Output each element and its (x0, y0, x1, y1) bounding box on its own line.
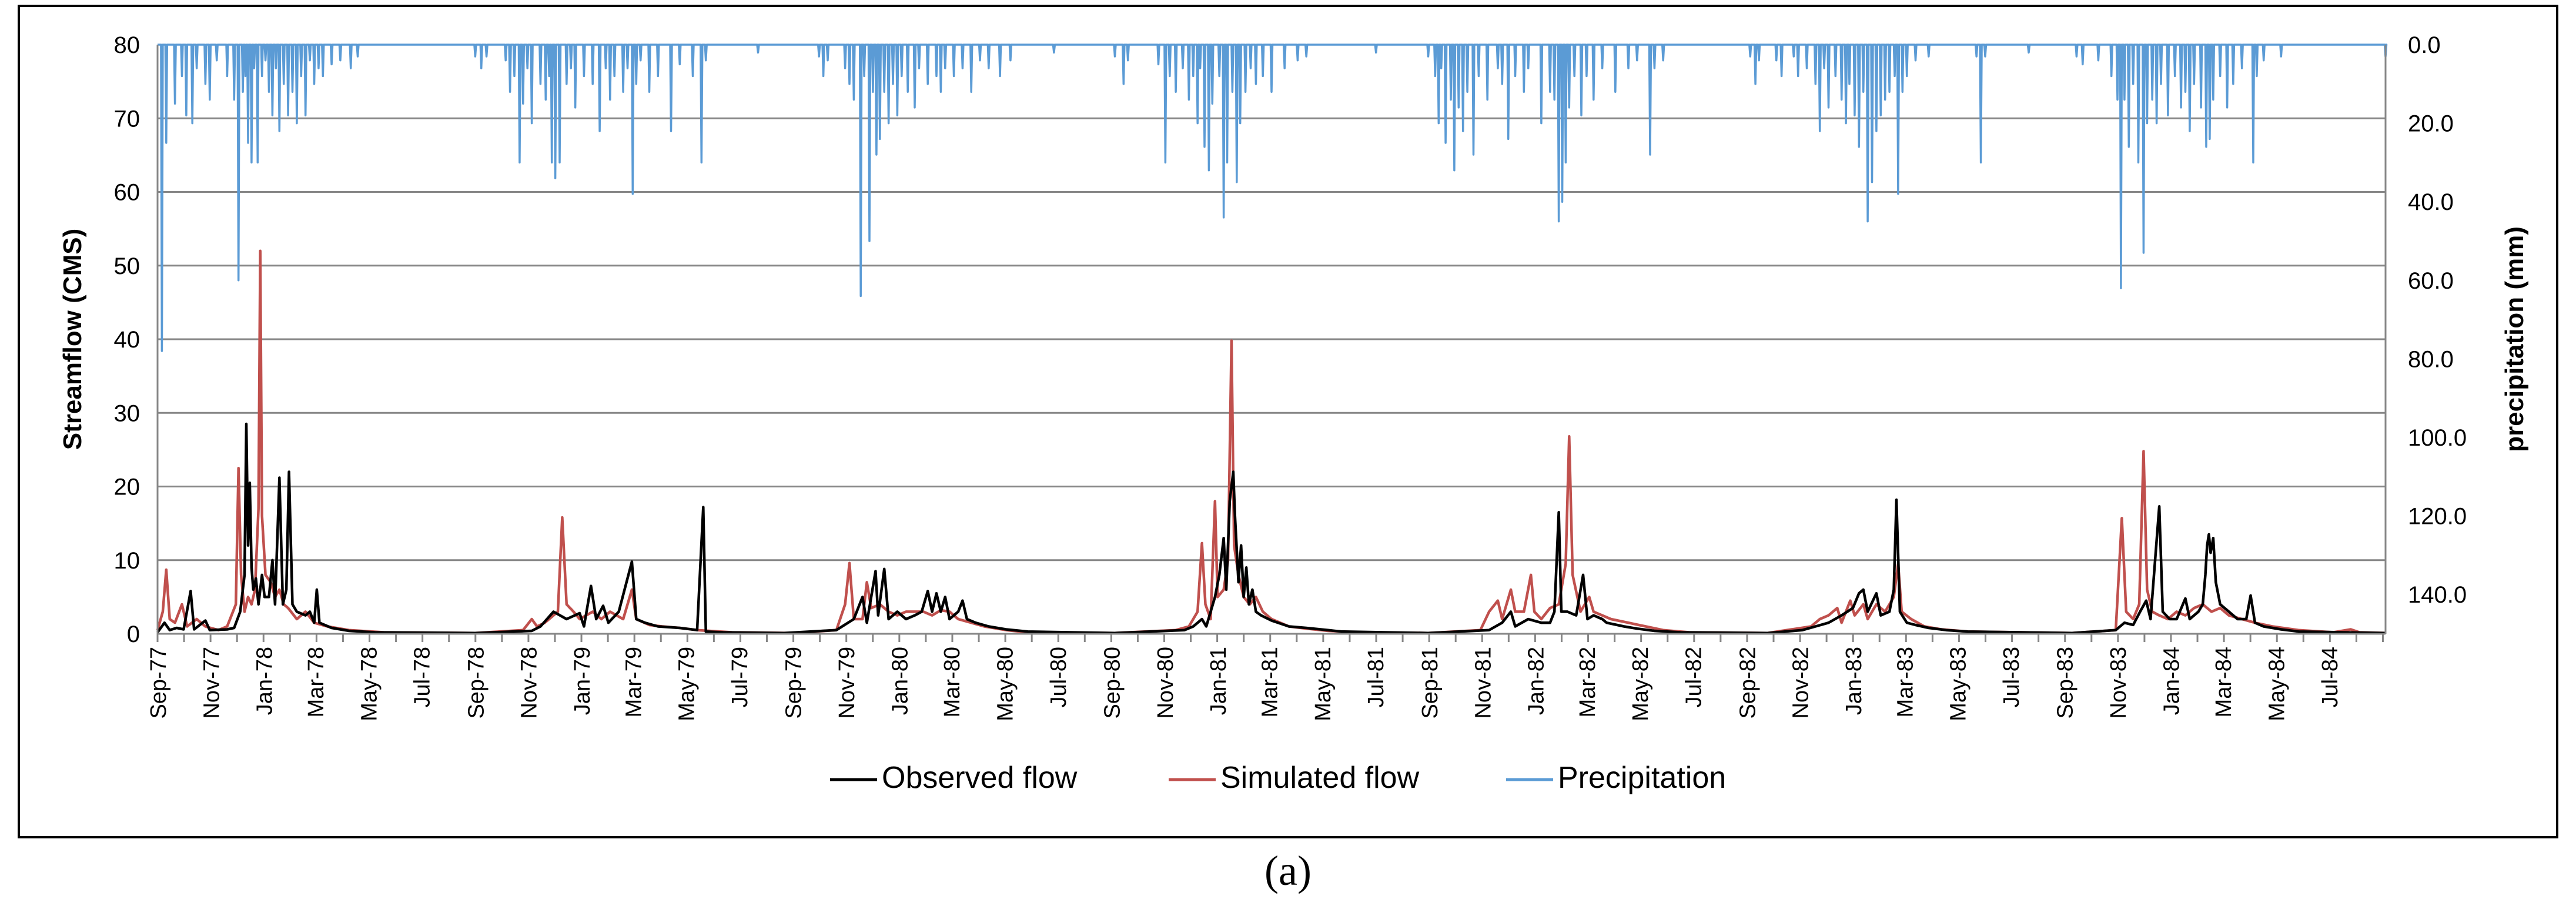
y-left-axis-title: Streamflow (CMS) (58, 229, 87, 450)
legend: Observed flow Simulated flow Precipitation (830, 761, 1726, 795)
x-tick-label: May-80 (993, 647, 1018, 721)
axes-group: 0 10 20 30 40 50 60 70 80 0.0 20.0 40.0 60.0 80.0 100.… (58, 32, 2529, 721)
x-tick-label: Mar-82 (1575, 647, 1600, 717)
x-tick-label: Jan-84 (2159, 647, 2184, 715)
x-tick-label: Sep-80 (1100, 647, 1125, 719)
x-tick-label: Nov-80 (1153, 647, 1178, 719)
x-tick-label: Mar-80 (940, 647, 965, 717)
y-left-tick-label: 10 (114, 548, 140, 574)
x-tick-label: Sep-81 (1418, 647, 1443, 719)
x-tick-label: Nov-79 (835, 647, 859, 719)
y-left-tick-label: 50 (114, 253, 140, 279)
x-tick-label: Jul-78 (410, 647, 435, 708)
x-tick-label: May-82 (1628, 647, 1653, 721)
x-tick-label: May-78 (357, 647, 382, 721)
y-right-tick-label: 20.0 (2408, 111, 2454, 137)
observed-flow-line (156, 422, 2386, 634)
x-tick-label: Jul-80 (1046, 647, 1071, 708)
x-tick-label: May-81 (1311, 647, 1336, 721)
legend-label-precipitation: Precipitation (1558, 761, 1726, 795)
x-tick-label: May-84 (2264, 647, 2289, 721)
x-tick-label: Mar-79 (621, 647, 646, 717)
y-left-tick-label: 60 (114, 180, 140, 206)
x-tick-label: Jul-81 (1364, 647, 1389, 708)
figure-caption: (a) (1264, 847, 1312, 894)
x-tick-label: Jan-82 (1524, 647, 1549, 715)
x-tick-label: Jul-83 (1999, 647, 2024, 708)
x-tick-label: Jul-82 (1682, 647, 1707, 708)
y-right-tick-label: 120.0 (2408, 504, 2467, 530)
x-tick-label: May-83 (1946, 647, 1971, 721)
x-tick-label: Mar-81 (1258, 647, 1283, 717)
x-tick-label: Sep-79 (782, 647, 807, 719)
x-tick-label: Nov-78 (517, 647, 542, 719)
x-tick-label: Nov-77 (199, 647, 224, 719)
x-tick-label: Sep-83 (2053, 647, 2078, 719)
y-left-tick-label: 80 (114, 32, 140, 58)
y-right-tick-label: 0.0 (2408, 32, 2441, 58)
precipitation-line (158, 44, 2388, 352)
y-right-tick-label: 140.0 (2408, 582, 2467, 608)
x-tick-label: Nov-81 (1471, 647, 1496, 719)
x-tick-label: Jan-79 (570, 647, 595, 715)
y-right-tick-label: 40.0 (2408, 189, 2454, 215)
y-left-tick-label: 0 (127, 621, 140, 647)
x-tick-label: Sep-78 (464, 647, 489, 719)
legend-label-observed-flow: Observed flow (882, 761, 1078, 795)
y-left-tick-label: 70 (114, 106, 140, 132)
x-tick-label: Mar-84 (2212, 647, 2236, 717)
x-tick-label: Nov-82 (1789, 647, 1814, 719)
y-right-tick-label: 100.0 (2408, 425, 2467, 451)
x-tick-label: Nov-83 (2106, 647, 2131, 719)
x-tick-label: Jul-79 (728, 647, 752, 708)
y-left-tick-label: 30 (114, 400, 140, 426)
x-tick-label: May-79 (675, 647, 700, 721)
chart-area-border (18, 5, 2558, 838)
x-tick-label: Jan-78 (253, 647, 277, 715)
x-tick-label: Jan-81 (1206, 647, 1231, 715)
y-left-tick-label: 40 (114, 327, 140, 353)
y-right-axis-title: precipitation (mm) (2500, 226, 2529, 452)
y-left-tick-label: 20 (114, 474, 140, 500)
x-tick-label: Jul-84 (2318, 647, 2343, 708)
x-tick-label: Sep-82 (1735, 647, 1760, 719)
x-tick-label: Jan-80 (888, 647, 912, 715)
x-tick-label: Mar-83 (1893, 647, 1918, 717)
y-right-tick-label: 60.0 (2408, 268, 2454, 294)
x-tick-label: Sep-77 (146, 647, 171, 719)
legend-label-simulated-flow: Simulated flow (1220, 761, 1420, 795)
y-right-tick-label: 80.0 (2408, 346, 2454, 372)
x-tick-label: Mar-78 (304, 647, 329, 717)
x-tick-label: Jan-83 (1842, 647, 1866, 715)
series-group (156, 44, 2388, 634)
